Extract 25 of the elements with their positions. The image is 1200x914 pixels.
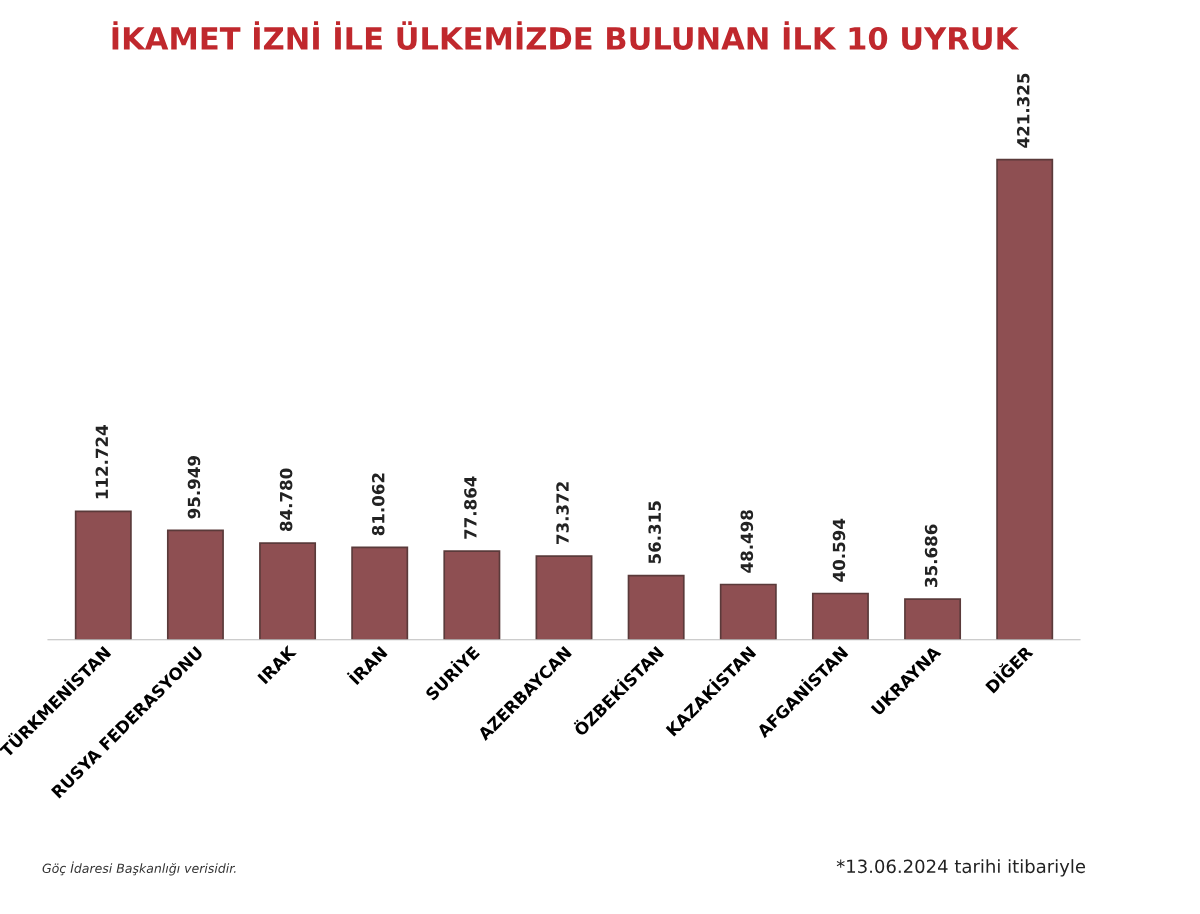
bar	[904, 598, 962, 640]
bar	[996, 158, 1054, 640]
data-label: 81.062	[371, 473, 385, 536]
data-label: 77.864	[464, 476, 477, 539]
data-label: 73.372	[556, 482, 569, 544]
data-label: 421.325	[1016, 73, 1030, 148]
bar	[351, 546, 409, 640]
bar	[166, 529, 224, 640]
bar	[627, 574, 685, 640]
data-label: 56.315	[648, 501, 661, 564]
bar	[259, 542, 317, 640]
bar	[74, 510, 132, 640]
bar	[811, 592, 869, 640]
chart-title: İKAMET İZNİ İLE ÜLKEMİZDE BULUNAN İLK 10 UYRUK	[112, 21, 1020, 50]
data-label: 35.686	[924, 524, 938, 587]
bar	[535, 555, 593, 640]
data-label: 84.780	[279, 468, 293, 532]
text: *13.06.2024 tarihi itibariyle	[836, 859, 1086, 877]
data-label: 48.498	[740, 510, 754, 573]
data-label: 95.949	[187, 456, 201, 519]
data-label: 40.594	[832, 518, 846, 582]
text: Göç İdaresi Başkanlığı verisidir.	[42, 861, 236, 876]
bar	[443, 550, 501, 640]
data-label: 112.724	[95, 425, 108, 499]
bar	[719, 583, 777, 640]
